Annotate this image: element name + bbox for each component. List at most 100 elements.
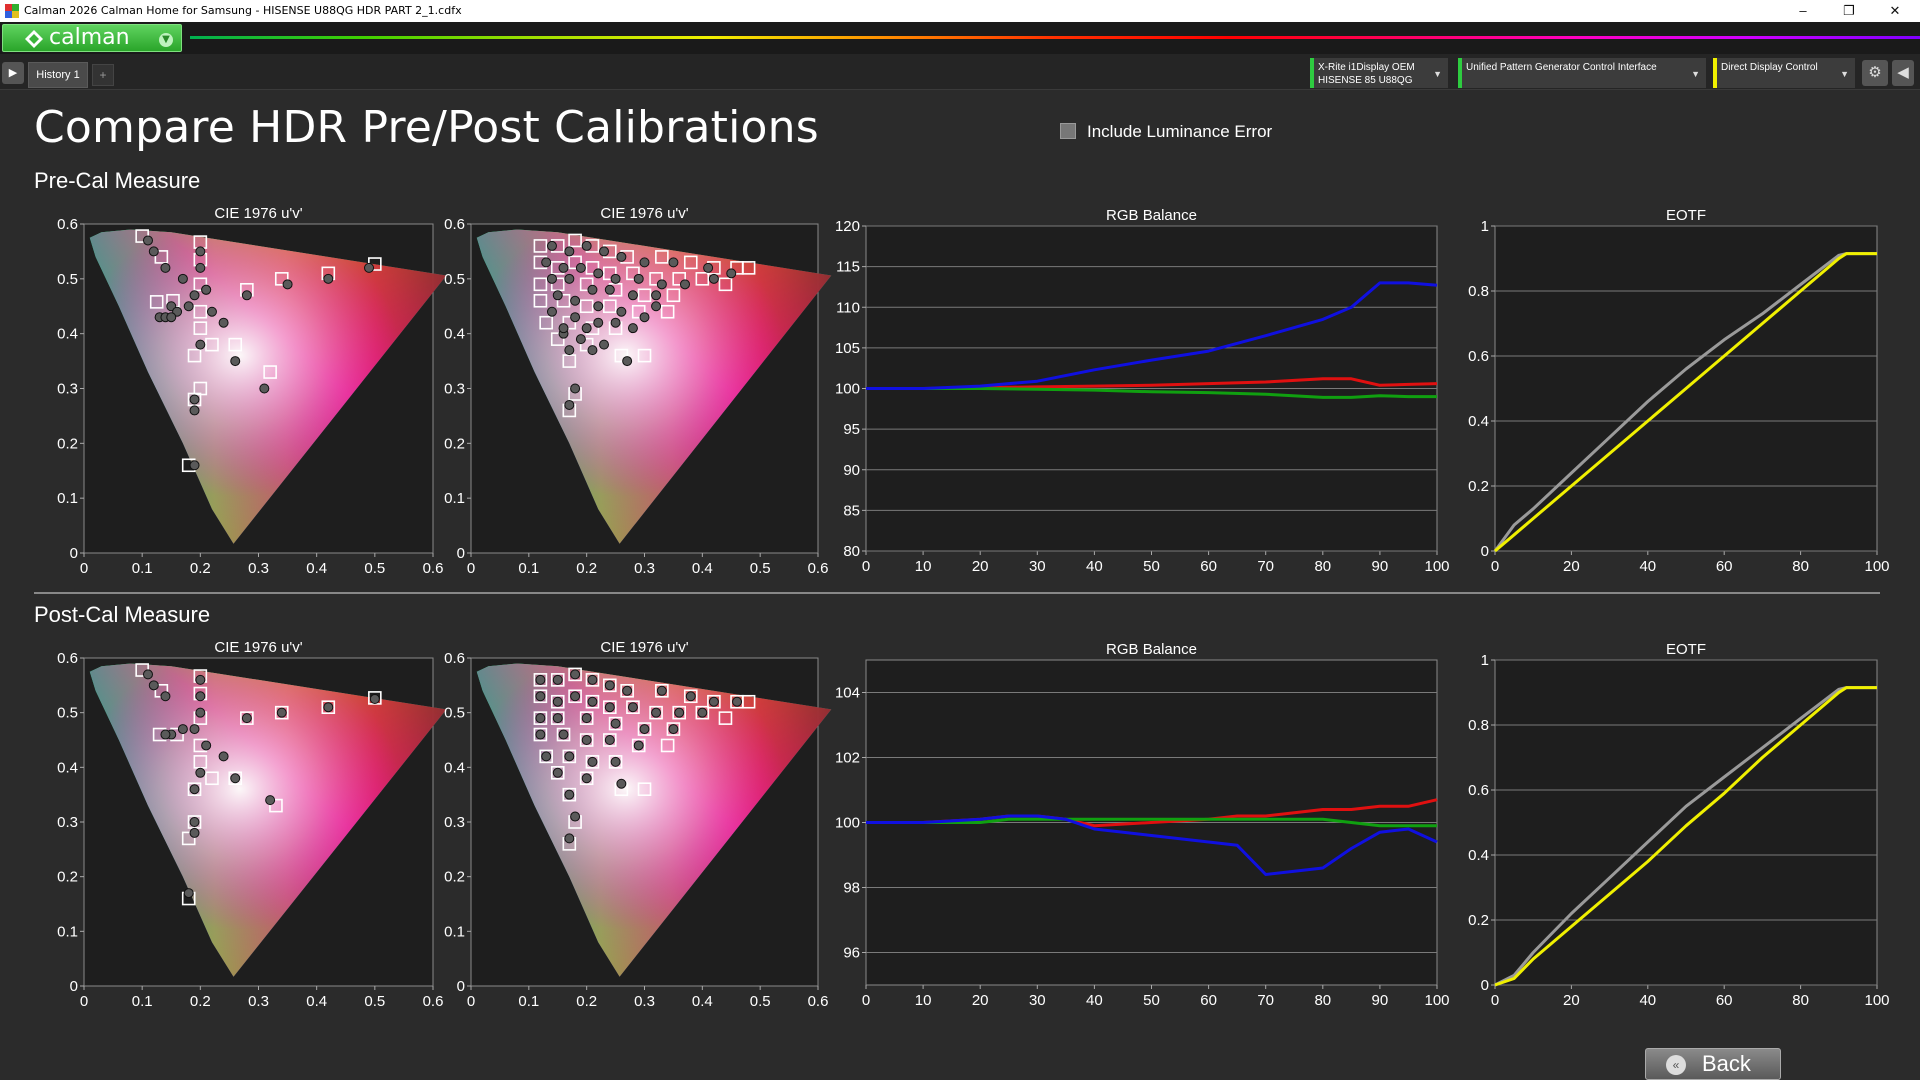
y-tick-label: 0.1 [444, 923, 465, 940]
x-tick-label: 0 [80, 560, 88, 577]
meter-device-selector[interactable]: X-Rite i1Display OEM HISENSE 85 U88QG ▼ [1310, 58, 1448, 88]
measured-point [195, 339, 206, 350]
back-button[interactable]: « Back [1645, 1048, 1781, 1080]
measured-point [552, 713, 563, 724]
target-square [585, 755, 600, 769]
measured-point [323, 273, 334, 284]
chart-title: CIE 1976 u'v' [214, 639, 302, 656]
page-title: Compare HDR Pre/Post Calibrations [34, 102, 819, 153]
display-control-selector[interactable]: Direct Display Control ▼ [1713, 58, 1855, 88]
target-square [718, 711, 733, 725]
chart-3: RGB Balance 0 10 20 30 40 50 60 70 80 90 100 80 85 90 9… [835, 207, 1450, 575]
measured-point [189, 460, 200, 471]
y-tick-label: 110 [836, 299, 860, 316]
measured-point [195, 691, 206, 702]
close-button[interactable]: ✕ [1889, 3, 1901, 18]
series-line-1 [1494, 686, 1877, 987]
y-tick-label: 0.8 [1468, 717, 1489, 734]
measured-point [189, 827, 200, 838]
measured-point [230, 356, 241, 367]
measured-point [581, 240, 592, 251]
measured-point [265, 795, 276, 806]
gear-icon[interactable]: ⚙ [1862, 60, 1888, 86]
target-square [533, 673, 548, 687]
play-icon[interactable]: ▶ [2, 62, 24, 84]
target-square [602, 700, 617, 715]
target-square [637, 348, 652, 363]
measured-point [604, 702, 615, 713]
calman-logo-icon [25, 30, 43, 48]
x-tick-label: 0.2 [190, 993, 211, 1010]
chevron-down-icon: ▼ [159, 33, 173, 47]
pattern-generator-label: Unified Pattern Generator Control Interf… [1466, 62, 1657, 73]
target-square [626, 266, 640, 281]
measured-point [160, 729, 171, 740]
target-square [533, 277, 548, 292]
target-square [741, 261, 756, 275]
measured-point [570, 312, 581, 323]
measured-point [570, 669, 581, 680]
measured-point [241, 290, 252, 301]
measured-point [668, 257, 679, 268]
measured-point [148, 246, 159, 257]
x-tick-label: 60 [1200, 992, 1217, 1009]
minimize-button[interactable]: – [1799, 3, 1807, 18]
target-square [562, 787, 577, 802]
x-tick-label: 0.3 [634, 993, 655, 1010]
measured-point [581, 735, 592, 745]
y-tick-label: 0.2 [1468, 478, 1489, 495]
x-tick-label: 0.3 [248, 993, 269, 1010]
target-square [274, 272, 289, 286]
target-square [637, 288, 652, 303]
measured-point [622, 685, 633, 696]
x-tick-label: 0.6 [808, 560, 829, 577]
add-tab-button[interactable]: + [92, 64, 114, 86]
measured-point [160, 262, 171, 273]
y-tick-label: 0.2 [1468, 912, 1489, 929]
measured-point [558, 323, 569, 334]
include-luminance-checkbox[interactable] [1060, 123, 1076, 139]
x-tick-label: 30 [1029, 992, 1046, 1009]
maximize-button[interactable]: ❐ [1843, 3, 1855, 18]
measured-point [552, 767, 563, 778]
target-square [533, 689, 548, 704]
tab-bar: ▶ History 1 + X-Rite i1Display OEM HISEN… [0, 54, 1920, 90]
collapse-panel-icon[interactable]: ◀ [1892, 60, 1914, 86]
pattern-generator-selector[interactable]: Unified Pattern Generator Control Interf… [1458, 58, 1706, 88]
measured-point [651, 290, 662, 301]
target-square [181, 831, 196, 846]
measured-point [564, 399, 575, 410]
gamut-white-point [476, 229, 832, 544]
calman-menu-button[interactable]: calman ▼ [2, 24, 182, 52]
x-tick-label: 0 [1491, 558, 1499, 575]
measured-point [708, 273, 719, 284]
y-tick-label: 0.6 [57, 216, 78, 233]
target-square [562, 315, 577, 330]
x-tick-label: 100 [1864, 558, 1889, 575]
target-square [550, 765, 565, 780]
tab-history-1[interactable]: History 1 [28, 62, 88, 88]
meter-device-line2: HISENSE 85 U88QG [1318, 75, 1413, 86]
target-square [321, 700, 336, 715]
y-tick-label: 100 [835, 815, 860, 832]
x-tick-label: 70 [1257, 558, 1274, 575]
measured-point [541, 751, 552, 762]
target-square [579, 299, 594, 314]
x-tick-label: 0.3 [248, 560, 269, 577]
x-tick-label: 20 [972, 558, 989, 575]
target-square [585, 673, 600, 687]
measured-point [604, 735, 615, 745]
target-square [660, 304, 675, 319]
y-tick-label: 0 [70, 978, 78, 995]
chart-6: CIE 1976 u'v' 0 0.1 0.2 0.3 0.4 0.5 0.6 0 0.1 0.2 0… [444, 639, 832, 1010]
chart-title: RGB Balance [1106, 207, 1197, 224]
target-square [631, 304, 646, 319]
measured-point [160, 691, 171, 702]
target-square [579, 277, 594, 292]
measured-point [364, 262, 375, 273]
include-luminance-label: Include Luminance Error [1087, 122, 1273, 141]
measured-point [369, 694, 380, 704]
x-tick-label: 0.1 [132, 993, 153, 1010]
gamut-white-point [89, 663, 447, 977]
target-square [550, 711, 565, 725]
